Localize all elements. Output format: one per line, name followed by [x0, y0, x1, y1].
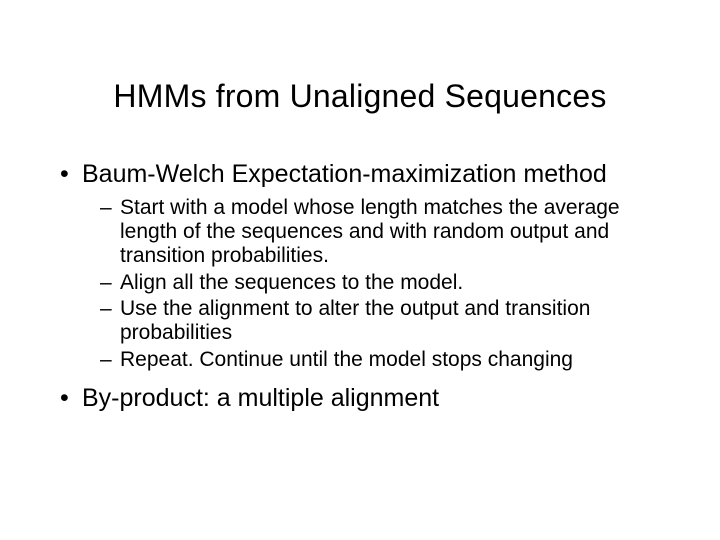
bullet-text: By-product: a multiple alignment — [82, 384, 439, 412]
bullet-dot-icon: • — [60, 384, 69, 414]
slide-body: • Baum-Welch Expectation-maximization me… — [60, 150, 670, 420]
bullet-level1: • Baum-Welch Expectation-maximization me… — [60, 160, 670, 190]
bullet-text: Baum-Welch Expectation-maximization meth… — [82, 160, 607, 188]
bullet-level2: – Align all the sequences to the model. — [60, 271, 670, 295]
bullet-text: Start with a model whose length matches … — [120, 196, 620, 268]
bullet-level2: – Start with a model whose length matche… — [60, 196, 670, 269]
bullet-text: Align all the sequences to the model. — [120, 271, 463, 294]
bullet-level2: – Use the alignment to alter the output … — [60, 297, 670, 346]
bullet-dot-icon: • — [60, 160, 69, 190]
bullet-text: Repeat. Continue until the model stops c… — [120, 348, 573, 371]
bullet-dash-icon: – — [100, 297, 112, 321]
bullet-text: Use the alignment to alter the output an… — [120, 297, 590, 344]
bullet-level2: – Repeat. Continue until the model stops… — [60, 348, 670, 372]
bullet-level1: • By-product: a multiple alignment — [60, 384, 670, 414]
bullet-dash-icon: – — [100, 271, 112, 295]
slide-title: HMMs from Unaligned Sequences — [0, 78, 720, 115]
slide: HMMs from Unaligned Sequences • Baum-Wel… — [0, 0, 720, 540]
bullet-dash-icon: – — [100, 348, 112, 372]
bullet-dash-icon: – — [100, 196, 112, 220]
